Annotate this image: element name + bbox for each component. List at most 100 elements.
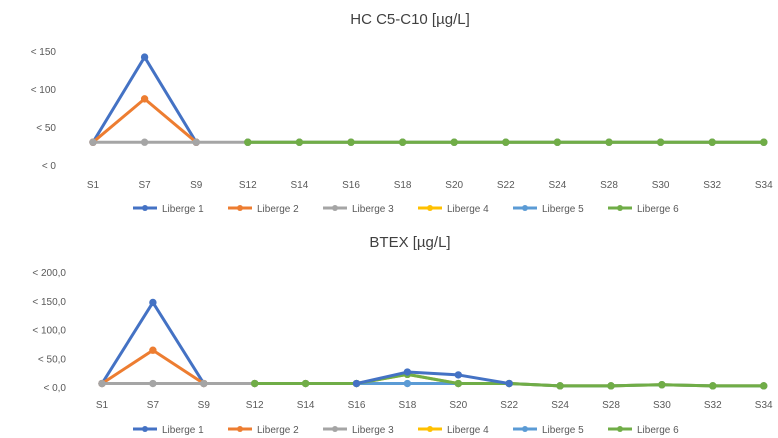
data-point-liberge-3 [89,138,97,146]
x-tick-label: S24 [549,180,567,191]
x-tick-label: S30 [653,400,671,411]
legend-marker-liberge-6 [617,205,623,211]
x-tick-label: S34 [755,400,773,411]
legend-label-liberge-3: Liberge 3 [352,425,394,436]
legend-marker-liberge-1 [142,205,148,211]
data-point-liberge-6 [251,379,259,388]
data-point-liberge-3 [200,379,208,388]
legend-label-liberge-6: Liberge 6 [637,204,679,215]
legend-marker-liberge-5 [522,205,528,211]
series-line-liberge-2 [91,97,198,144]
data-point-liberge-1 [149,298,157,307]
data-point-liberge-3 [192,138,200,146]
y-tick-label: < 150,0 [32,297,66,308]
data-point-liberge-2 [140,95,149,103]
data-point-liberge-1 [140,53,149,61]
data-point-liberge-6 [454,379,462,388]
data-point-liberge-6 [709,382,717,390]
data-point-liberge-6 [398,138,407,146]
x-tick-label: S24 [551,400,569,411]
y-tick-label: < 100,0 [32,326,66,337]
x-tick-label: S22 [500,400,518,411]
data-point-liberge-6 [502,138,510,146]
legend-label-liberge-6: Liberge 6 [637,425,679,436]
data-point-liberge-6 [605,138,613,146]
x-tick-label: S16 [342,180,360,191]
x-tick-label: S28 [600,180,618,191]
x-tick-label: S12 [239,180,257,191]
y-tick-label: < 0 [42,161,57,172]
x-tick-label: S22 [497,180,515,191]
data-point-liberge-6 [347,138,355,146]
y-tick-label: < 50,0 [38,354,67,365]
x-tick-label: S14 [291,180,309,191]
data-point-liberge-6 [301,379,310,388]
data-point-liberge-6 [556,382,564,390]
legend-marker-liberge-6 [617,426,623,432]
legend-label-liberge-1: Liberge 1 [162,425,204,436]
legend-marker-liberge-4 [427,205,433,211]
data-point-liberge-6 [607,382,615,390]
x-tick-label: S14 [297,400,315,411]
chart-title-2: BTEX [µg/L] [369,234,450,251]
x-tick-label: S7 [147,400,160,411]
legend-label-liberge-2: Liberge 2 [257,204,299,215]
y-tick-label: < 150 [31,47,57,58]
legend-marker-liberge-2 [237,205,243,211]
chart-title-1: HC C5-C10 [µg/L] [350,11,470,28]
data-point-liberge-6 [760,382,768,390]
data-point-liberge-6 [553,138,562,146]
x-tick-label: S1 [87,180,100,191]
x-tick-label: S18 [394,180,412,191]
x-tick-label: S9 [190,180,203,191]
data-point-liberge-6 [760,138,768,146]
series-line-liberge-1 [355,370,511,386]
legend-label-liberge-4: Liberge 4 [447,425,489,436]
legend-marker-liberge-5 [522,426,528,432]
y-tick-label: < 100 [31,85,57,96]
legend-marker-liberge-3 [332,426,338,432]
x-tick-label: S32 [703,180,721,191]
legend-marker-liberge-2 [237,426,243,432]
data-point-liberge-1 [352,379,361,388]
x-tick-label: S12 [246,400,264,411]
data-point-liberge-6 [295,138,304,146]
legend-marker-liberge-4 [427,426,433,432]
legend-label-liberge-5: Liberge 5 [542,425,584,436]
legend-marker-liberge-1 [142,426,148,432]
x-tick-label: S1 [96,400,109,411]
data-point-liberge-6 [244,138,252,146]
x-tick-label: S34 [755,180,773,191]
series-line-liberge-2 [100,348,206,386]
legend-label-liberge-4: Liberge 4 [447,204,489,215]
data-point-liberge-6 [708,138,716,146]
data-point-liberge-5 [403,379,412,388]
y-tick-label: < 0,0 [43,383,66,394]
data-point-liberge-3 [149,379,157,388]
data-point-liberge-6 [450,138,458,146]
legend-label-liberge-1: Liberge 1 [162,204,204,215]
y-tick-label: < 50 [36,123,56,134]
x-tick-label: S18 [399,400,417,411]
x-tick-label: S20 [449,400,467,411]
data-point-liberge-1 [403,368,412,376]
data-point-liberge-1 [454,371,462,379]
x-tick-label: S16 [348,400,366,411]
x-tick-label: S32 [704,400,722,411]
data-point-liberge-2 [149,346,157,354]
series-line-liberge-1 [100,300,206,386]
x-tick-label: S20 [445,180,463,191]
x-tick-label: S28 [602,400,620,411]
data-point-liberge-3 [140,138,149,146]
x-tick-label: S30 [652,180,670,191]
legend-label-liberge-3: Liberge 3 [352,204,394,215]
x-tick-label: S7 [138,180,151,191]
data-point-liberge-6 [658,381,666,389]
y-tick-label: < 200,0 [32,268,66,279]
data-point-liberge-3 [98,379,106,388]
legend-label-liberge-2: Liberge 2 [257,425,299,436]
x-tick-label: S9 [198,400,211,411]
data-point-liberge-1 [505,379,513,388]
